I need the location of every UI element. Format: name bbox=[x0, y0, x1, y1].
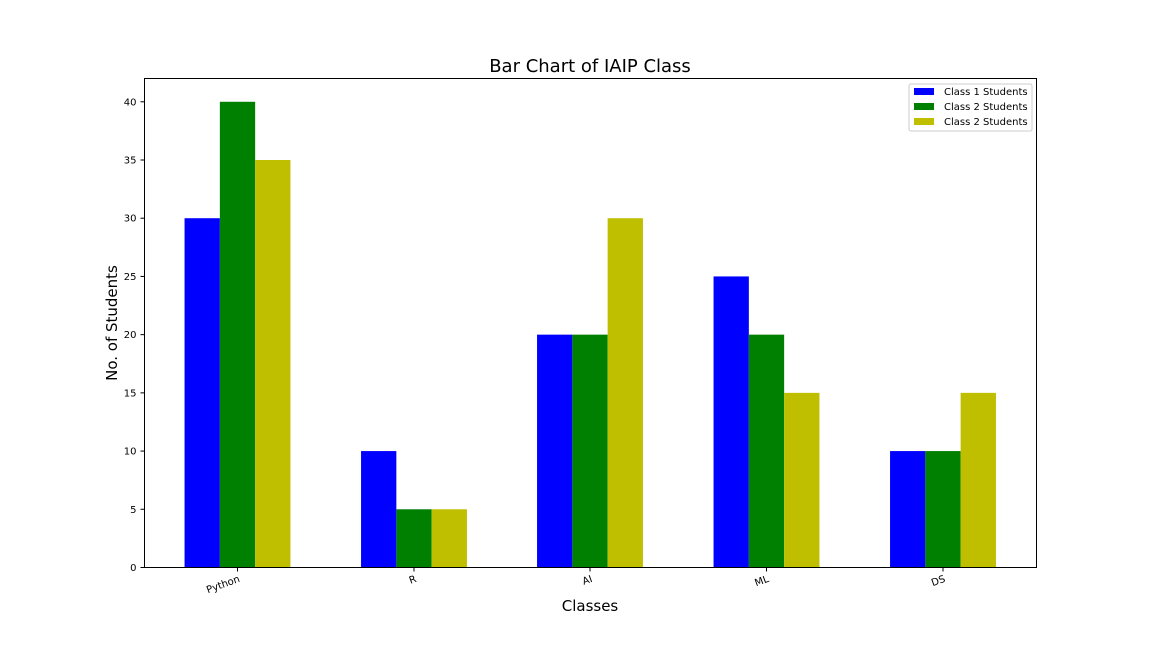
y-tick-label: 30 bbox=[124, 214, 137, 225]
y-tick-label: 20 bbox=[124, 330, 137, 341]
bar-ai-series-2 bbox=[572, 334, 608, 568]
bar-ds-series-2 bbox=[925, 451, 961, 568]
bar-r-series-3 bbox=[431, 509, 467, 568]
x-tick-label-ai: AI bbox=[581, 574, 594, 588]
y-tick-label: 5 bbox=[130, 505, 136, 516]
legend-label-series-2: Class 2 Students bbox=[944, 102, 1028, 113]
y-tick-label: 10 bbox=[124, 447, 137, 458]
legend-label-series-1: Class 1 Students bbox=[944, 87, 1028, 98]
y-tick-label: 35 bbox=[124, 156, 137, 167]
y-axis-title: No. of Students bbox=[103, 265, 121, 381]
bar-ml-series-3 bbox=[784, 392, 820, 568]
y-tick-label: 25 bbox=[124, 272, 137, 283]
legend-swatch-series-3 bbox=[914, 118, 934, 125]
x-axis-title: Classes bbox=[562, 597, 619, 615]
bar-ml-series-2 bbox=[748, 334, 785, 568]
legend-frame bbox=[908, 83, 1033, 132]
bar-r-series-2 bbox=[396, 509, 432, 568]
y-tick-label: 40 bbox=[124, 97, 137, 108]
y-axis: 0 5 10 15 20 25 30 35 40 bbox=[124, 97, 145, 574]
x-tick-label-r: R bbox=[408, 574, 418, 587]
bar-python-series-2 bbox=[219, 101, 256, 568]
y-tick-label: 15 bbox=[124, 388, 137, 399]
x-tick-label-python: Python bbox=[205, 574, 241, 596]
bar-ds-series-3 bbox=[960, 392, 996, 568]
legend-swatch-series-1 bbox=[914, 88, 934, 95]
legend: Class 1 Students Class 2 Students Class 2 … bbox=[908, 83, 1033, 132]
legend-label-series-3: Class 2 Students bbox=[944, 117, 1028, 128]
chart-title: Bar Chart of IAIP Class bbox=[489, 56, 691, 77]
x-tick-label-ml: ML bbox=[753, 574, 771, 589]
x-axis: Python R AI ML DS bbox=[205, 567, 947, 596]
bars-layer bbox=[184, 101, 996, 568]
bar-python-series-1 bbox=[184, 218, 220, 568]
bar-ai-series-1 bbox=[537, 334, 573, 568]
bar-ml-series-1 bbox=[713, 276, 749, 568]
y-tick-label: 0 bbox=[130, 563, 136, 574]
bar-r-series-1 bbox=[361, 451, 397, 568]
bar-ds-series-1 bbox=[890, 451, 926, 568]
x-tick-label-ds: DS bbox=[930, 574, 947, 589]
legend-swatch-series-2 bbox=[914, 103, 934, 110]
bar-ai-series-3 bbox=[607, 218, 643, 568]
bar-python-series-3 bbox=[255, 160, 291, 568]
